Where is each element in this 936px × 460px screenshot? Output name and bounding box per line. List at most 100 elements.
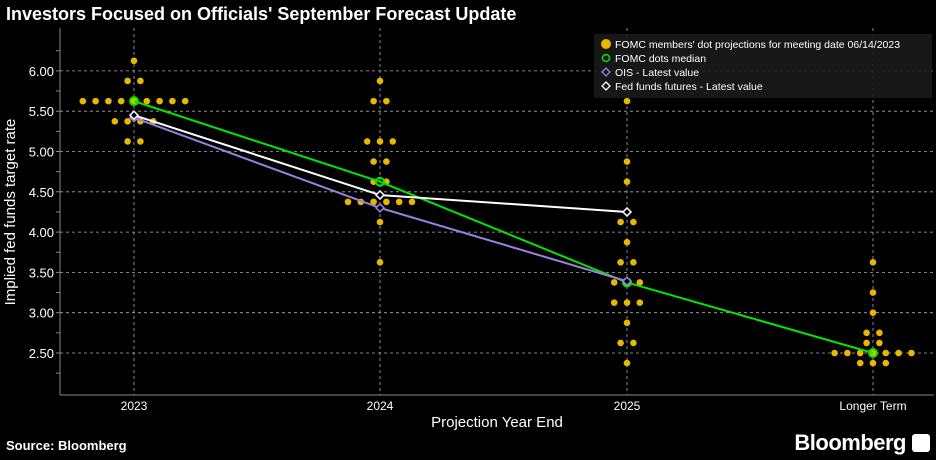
median-marker [129, 96, 139, 107]
dot-projection [617, 259, 624, 266]
dot-projection [344, 198, 352, 206]
y-tick-label: 4.50 [29, 185, 54, 200]
dot-projection [610, 299, 618, 306]
value-marker [621, 206, 633, 218]
legend-label: OIS - Latest value [615, 67, 699, 79]
dot-projection [143, 97, 151, 105]
dot-projection [863, 329, 870, 337]
dot-projection [130, 57, 138, 65]
x-tick-label: 2024 [367, 399, 394, 413]
dot-projection [623, 299, 631, 306]
legend-box [594, 34, 932, 98]
value-marker [128, 110, 140, 121]
dot-projection [117, 97, 125, 105]
dot-projection [630, 218, 637, 226]
y-tick-label: 5.50 [29, 104, 54, 119]
dot-projection [124, 117, 131, 125]
y-tick-label: 4.00 [29, 225, 54, 240]
dot-projection [363, 138, 371, 145]
dot-projection [895, 349, 902, 357]
dot-projection [124, 138, 131, 145]
x-tick-label: 2023 [121, 399, 148, 413]
dot-projection [876, 339, 883, 347]
dot-projection [408, 198, 416, 206]
legend-dot-icon [601, 39, 611, 49]
x-tick-label: Longer Term [839, 399, 906, 413]
dot-projection [610, 279, 618, 286]
x-tick-label: 2025 [614, 399, 641, 413]
dot-projection [882, 349, 890, 357]
dot-projection [111, 117, 119, 125]
median-marker [375, 176, 385, 187]
dot-projection [908, 349, 915, 357]
legend-diamond-icon [601, 67, 611, 77]
dot-projection [383, 158, 390, 165]
dot-projection [623, 319, 631, 327]
dot-projection [156, 97, 163, 105]
dot-projection [376, 259, 384, 266]
dot-projection [376, 138, 384, 145]
dot-projection [869, 359, 877, 367]
dot-projection [630, 259, 637, 266]
dot-projection [370, 198, 377, 206]
dot-projection [169, 97, 176, 105]
dot-projection [882, 359, 890, 367]
dot-projection [383, 198, 390, 206]
dot-projection [395, 198, 403, 206]
dot-projection [623, 238, 631, 246]
dot-projection [92, 97, 99, 105]
dot-projection [856, 349, 864, 357]
dot-projection [105, 97, 112, 105]
dot-projection [869, 259, 877, 266]
dot-projection [181, 97, 189, 105]
x-axis-label: Projection Year End [431, 414, 563, 430]
dot-projection [383, 97, 390, 105]
source-label: Source: Bloomberg [6, 438, 127, 453]
dot-projection [370, 158, 377, 165]
y-axis-label: Implied fed funds target rate [2, 119, 19, 306]
dot-projection [623, 158, 631, 165]
legend-diamond-icon [601, 81, 611, 91]
value-marker [374, 189, 386, 201]
dot-projection [124, 77, 131, 85]
legend-label: FOMC dots median [615, 53, 706, 65]
y-tick-label: 5.00 [29, 145, 54, 160]
y-tick-label: 3.00 [29, 306, 54, 321]
dot-projection [137, 77, 144, 85]
dot-projection [636, 299, 644, 306]
dot-projection [370, 97, 377, 105]
dot-projection [863, 339, 870, 347]
value-marker [374, 202, 386, 213]
dot-projection [844, 349, 851, 357]
dot-projection [630, 339, 637, 347]
dot-projection [376, 77, 384, 85]
dot-projection [617, 339, 624, 347]
chart-title: Investors Focused on Officials' Septembe… [6, 4, 517, 24]
bloomberg-chart-icon [912, 434, 930, 452]
dot-projection [389, 138, 397, 145]
dot-projection [79, 97, 87, 105]
series-line [133, 100, 874, 354]
dot-projection [617, 218, 624, 226]
y-tick-label: 2.50 [29, 346, 54, 361]
dot-projection [376, 218, 384, 226]
dot-projection [636, 279, 644, 286]
dot-projection [856, 359, 864, 367]
legend-circle-icon [601, 53, 611, 63]
y-tick-label: 3.50 [29, 265, 54, 280]
median-marker [868, 348, 878, 358]
dot-projection [623, 97, 631, 105]
dot-projection [876, 329, 883, 337]
dot-projection [869, 309, 877, 317]
y-tick-label: 6.00 [29, 64, 54, 79]
chart: 2.50 3.00 3.50 4.00 4.50 5.00 5.50 6.00 2023 2024… [2, 28, 934, 430]
dot-projection [869, 289, 877, 296]
dot-projection [831, 349, 838, 357]
value-marker [621, 276, 633, 287]
dot-projection [623, 359, 631, 367]
dot-projection [137, 138, 144, 145]
brand-logo: Bloomberg [794, 430, 906, 455]
legend-label: Fed funds futures - Latest value [615, 81, 763, 93]
dot-projection [623, 178, 631, 186]
legend-label: FOMC members' dot projections for meetin… [615, 39, 900, 51]
